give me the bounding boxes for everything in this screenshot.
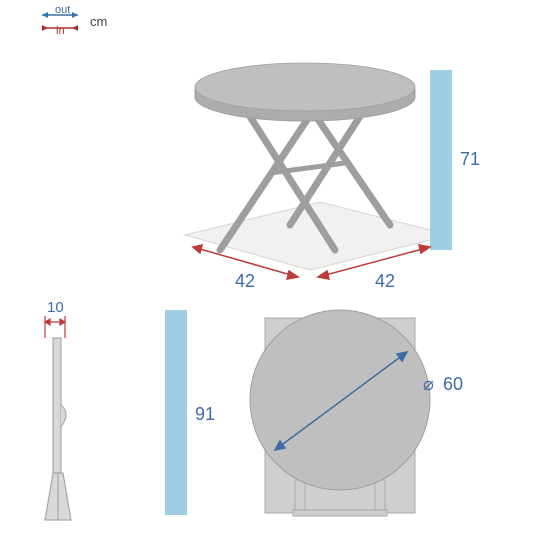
legend-in-label: in	[56, 25, 65, 37]
dim-height-71: 71	[460, 149, 480, 169]
dim-diameter-symbol: ⌀	[423, 374, 434, 394]
legend-out-label: out	[55, 4, 70, 16]
dim-depth-42: 42	[375, 271, 395, 291]
perspective-view: 71 42 42	[185, 63, 480, 291]
dim-thickness-10: 10	[47, 299, 64, 316]
dim-width-42: 42	[235, 271, 255, 291]
dim-diameter-60: 60	[443, 374, 463, 394]
legend: out in cm	[42, 4, 107, 37]
top-view: 91 ⌀ 60	[165, 310, 463, 516]
dim-height-91: 91	[195, 404, 215, 424]
legend-unit: cm	[90, 14, 107, 29]
folded-view: 10	[45, 299, 71, 520]
